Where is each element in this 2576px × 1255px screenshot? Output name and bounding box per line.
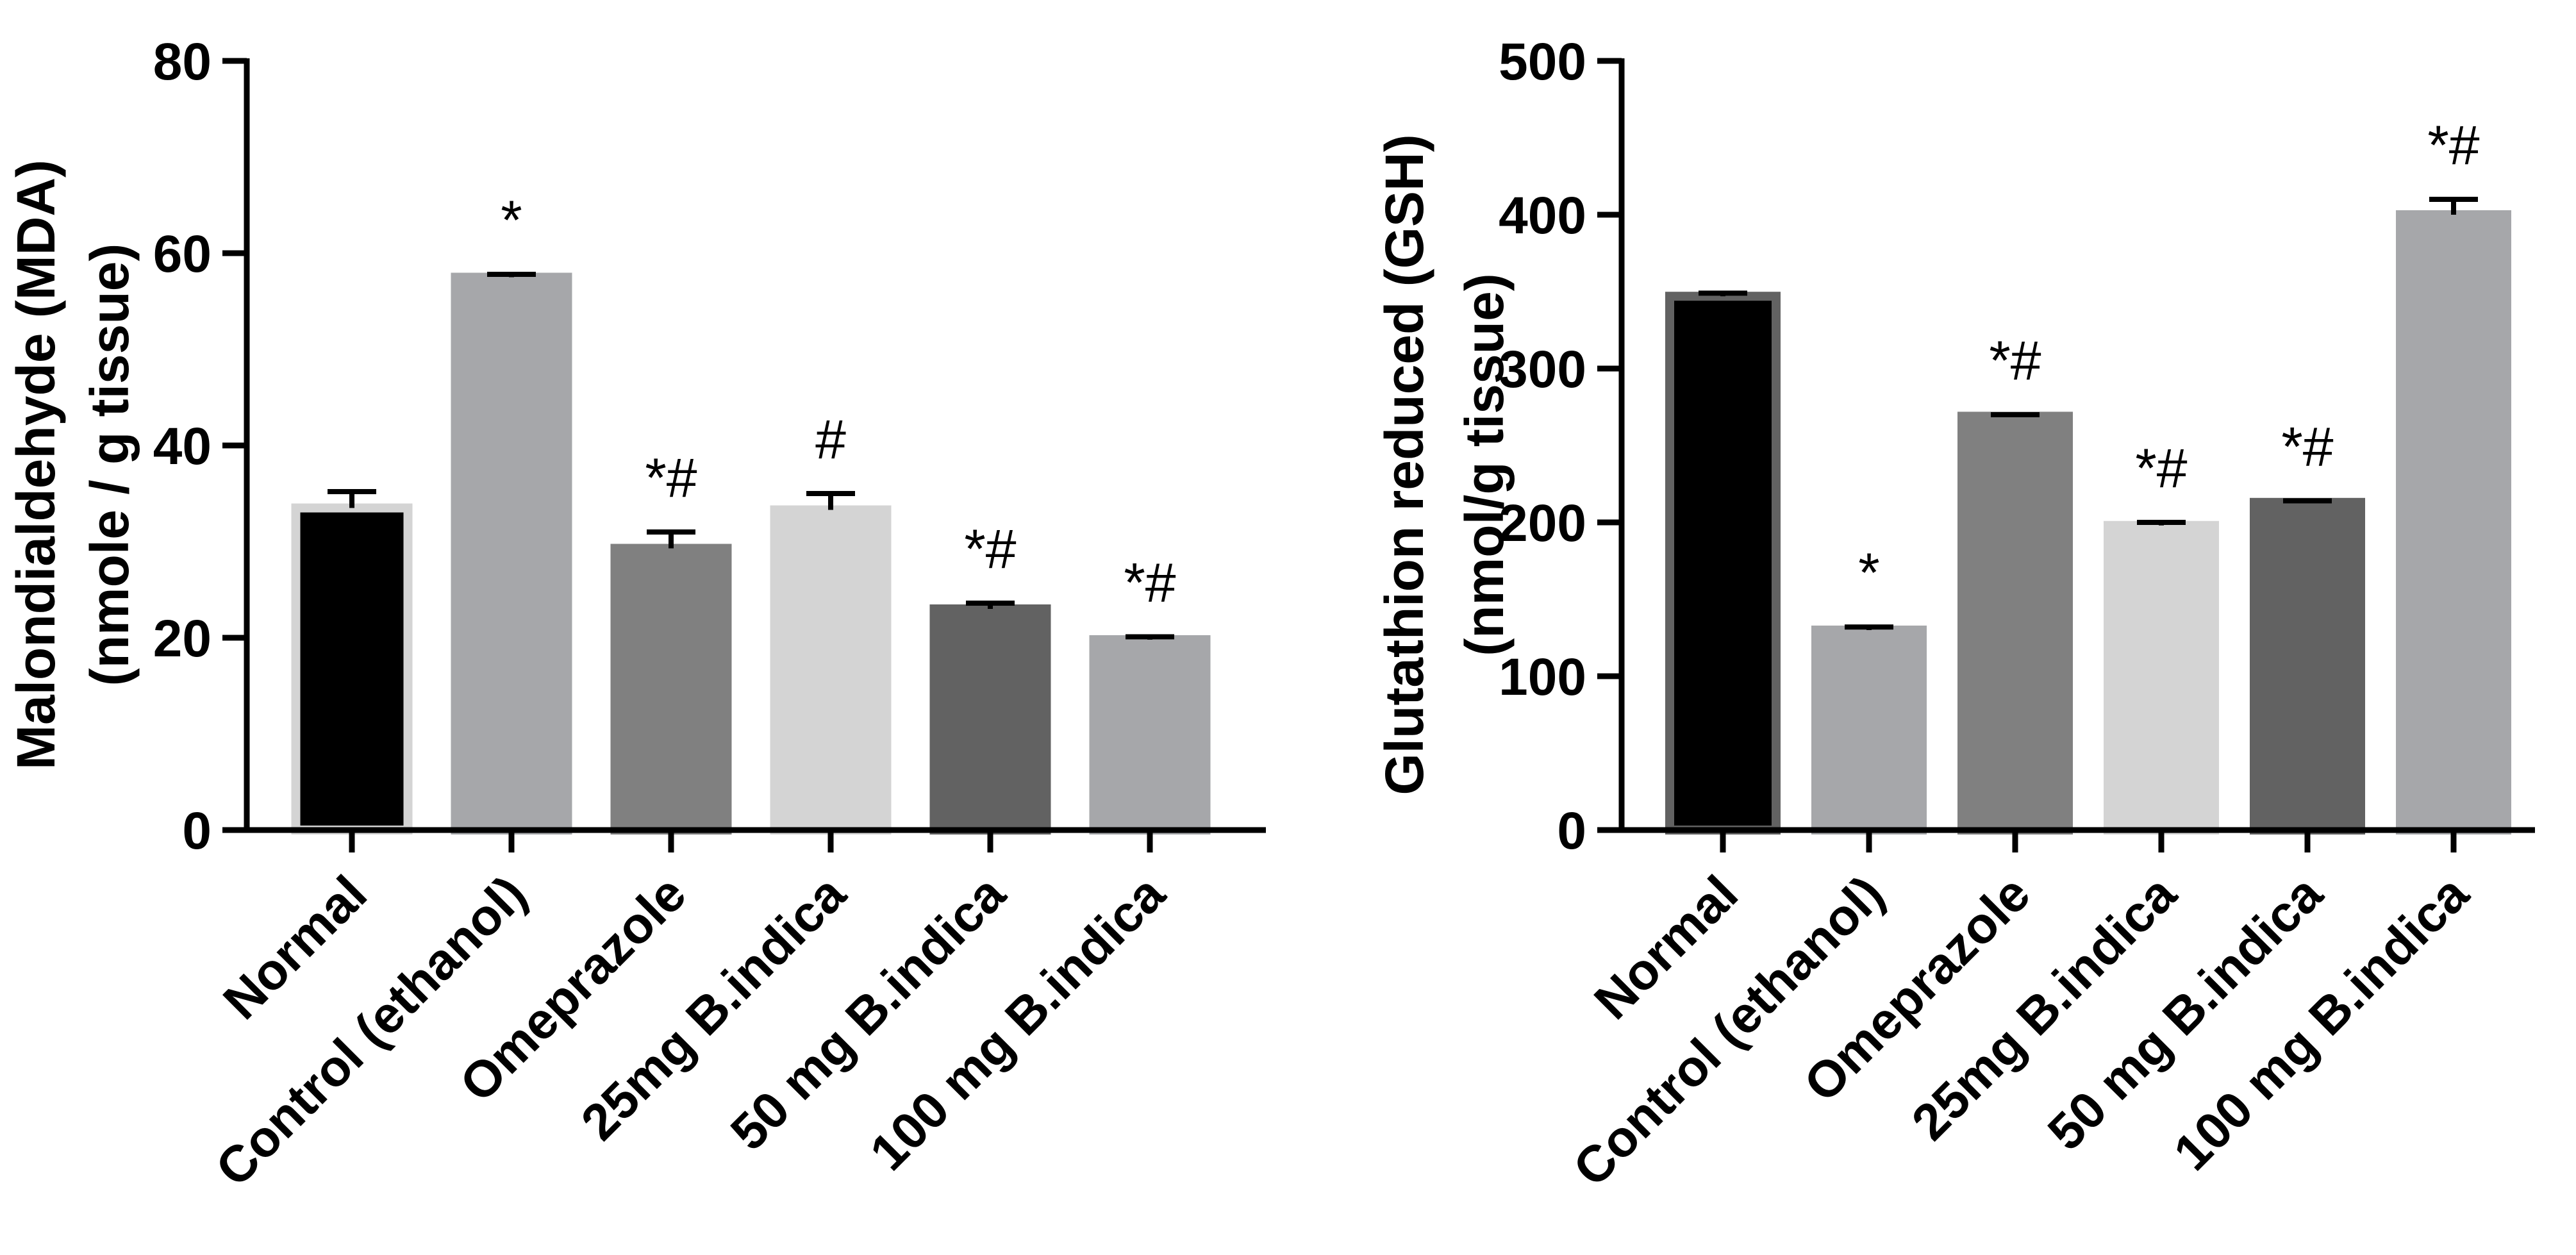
y-axis-title: Malondialdehyde (MDA) (6, 160, 66, 770)
x-tick-label: 50 mg B.indica (2037, 865, 2334, 1161)
y-tick-label: 40 (153, 417, 212, 476)
error-bar (2283, 498, 2332, 504)
bar (610, 544, 732, 835)
gsh-chart: Normal*Control (ethanol)*#Omeprazole*#25… (1374, 33, 2535, 1197)
bar (1957, 411, 2073, 835)
x-tick-label: 50 mg B.indica (720, 865, 1017, 1161)
bar (451, 272, 572, 835)
y-tick-label: 400 (1499, 187, 1586, 245)
error-bar (1699, 290, 1747, 297)
y-axis-title: Glutathion reduced (GSH) (1374, 134, 1434, 795)
error-bar (647, 529, 695, 549)
y-tick-label: 0 (182, 802, 212, 860)
x-tick-label: 25mg B.indica (1901, 865, 2188, 1151)
bar (291, 503, 413, 835)
x-tick-label: Normal (212, 865, 378, 1030)
bar (2250, 497, 2365, 835)
y-tick-label: 80 (153, 33, 212, 91)
y-tick-label: 300 (1499, 340, 1586, 399)
significance-label: * (501, 190, 522, 251)
significance-label: # (815, 409, 846, 470)
error-bar (2429, 197, 2478, 215)
bar (1089, 635, 1211, 835)
error-bar (966, 601, 1015, 609)
error-bar (1126, 634, 1174, 640)
y-axis-title: (nmole / g tissue) (79, 244, 140, 686)
y-tick-label: 20 (153, 610, 212, 668)
y-axis-title: (nmol/g tissue) (1454, 273, 1515, 656)
significance-label: *# (2427, 115, 2479, 176)
error-bar (2137, 520, 2186, 526)
bar (1811, 626, 1927, 835)
y-tick-label: 500 (1499, 33, 1586, 91)
x-tick-label: Control (ethanol) (204, 865, 537, 1197)
significance-label: *# (2135, 438, 2187, 499)
error-bar (328, 489, 376, 508)
significance-label: *# (964, 519, 1016, 580)
error-bar (487, 272, 536, 278)
mda-chart: Normal*Control (ethanol)*#Omeprazole#25m… (6, 33, 1266, 1197)
significance-label: *# (645, 447, 697, 509)
significance-label: *# (2281, 416, 2333, 478)
bar (2104, 520, 2219, 835)
error-bar (1991, 412, 2040, 417)
y-tick-label: 200 (1499, 494, 1586, 553)
y-tick-label: 100 (1499, 648, 1586, 706)
bar (770, 505, 892, 835)
significance-label: *# (1124, 553, 1176, 614)
significance-label: *# (1989, 330, 2041, 392)
bar (929, 604, 1051, 835)
error-bar (1845, 624, 1893, 630)
error-bar (806, 491, 855, 510)
x-tick-label: 100 mg B.indica (859, 865, 1176, 1181)
bar (2396, 210, 2511, 835)
y-tick-label: 60 (153, 225, 212, 283)
significance-label: * (1858, 542, 1879, 604)
bar (1665, 292, 1781, 835)
y-tick-label: 0 (1557, 802, 1586, 860)
